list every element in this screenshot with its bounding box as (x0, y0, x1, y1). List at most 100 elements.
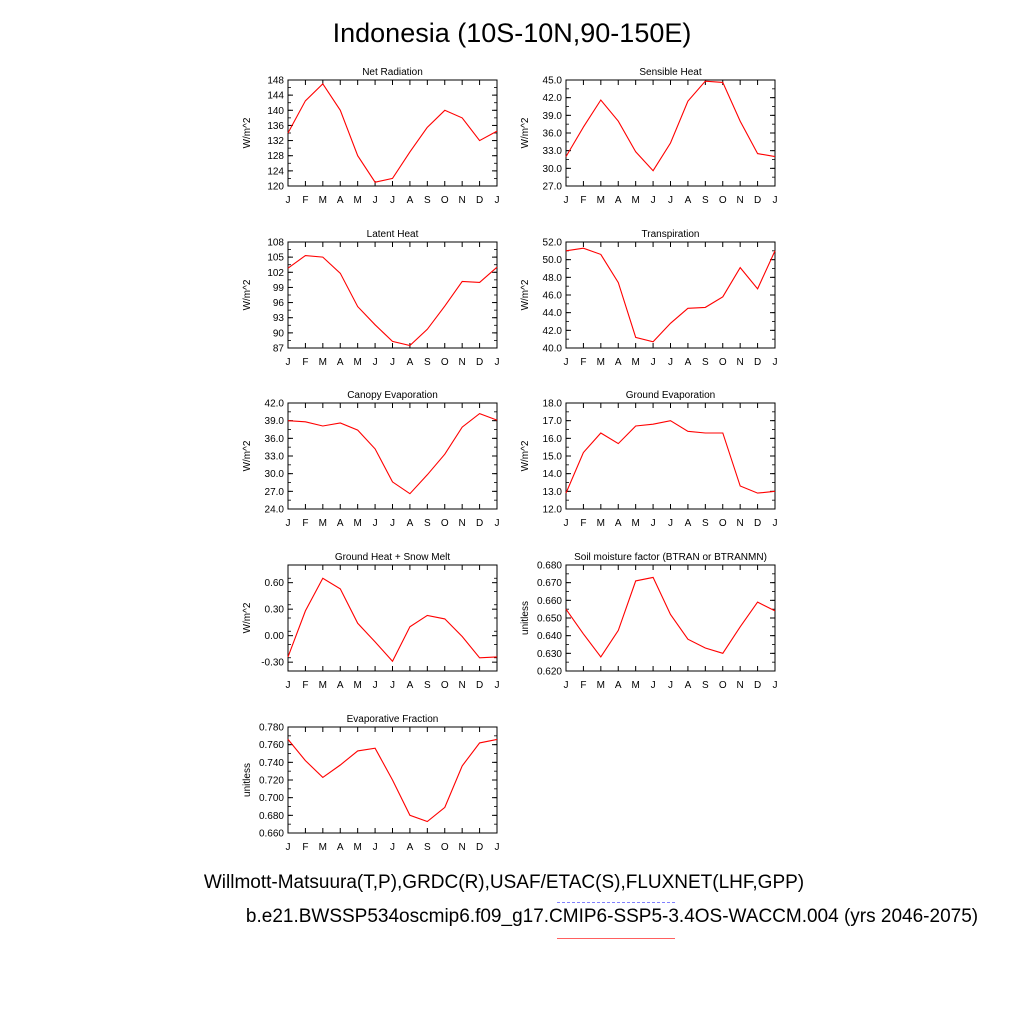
panel-7-title: Ground Heat + Snow Melt (335, 552, 451, 563)
panel-5-ytick-label: 33.0 (265, 452, 285, 463)
panel-8-ytick-label: 0.650 (537, 614, 562, 625)
panel-7-frame (287, 564, 498, 672)
panel-7-ytick-label: -0.30 (261, 658, 284, 669)
panel-2-xtick-label: M (597, 195, 605, 206)
panel-7-ytick-label: 0.30 (265, 605, 285, 616)
panel-5-xtick-label: O (441, 518, 449, 529)
panel-4-ytick-label: 50.0 (543, 255, 563, 266)
panel-3-xtick-label: O (441, 357, 449, 368)
panel-9-xtick-label: N (459, 842, 466, 853)
panel-6-ylabel: W/m^2 (520, 440, 531, 471)
panel-4-title: Transpiration (642, 229, 700, 240)
panel-6-ytick-label: 15.0 (543, 452, 563, 463)
panel-8-xtick-label: F (580, 680, 586, 691)
panel-3-ytick-label: 105 (267, 253, 284, 264)
panel-2-xtick-label: J (773, 195, 778, 206)
panel-9-xtick-label: F (302, 842, 308, 853)
panel-3-ytick-label: 93 (273, 313, 285, 324)
panel-1-ytick-label: 140 (267, 106, 284, 117)
panel-5-xtick-label: A (337, 518, 344, 529)
panel-7-ytick-label: 0.60 (265, 578, 285, 589)
panel-4-xtick-label: A (685, 357, 692, 368)
panel-3-series-line (287, 255, 498, 347)
panel-7-xtick-label: J (373, 680, 378, 691)
panel-4-frame (565, 241, 776, 349)
panel-1-xtick-label: N (459, 195, 466, 206)
panel-5-xtick-label: N (459, 518, 466, 529)
panel-1-xtick-label: S (424, 195, 431, 206)
panel-7-xtick-label: D (476, 680, 483, 691)
panel-2-ytick-label: 42.0 (543, 93, 563, 104)
panel-3-ylabel: W/m^2 (242, 279, 253, 310)
panel-9-xtick-label: S (424, 842, 431, 853)
panel-2-frame (565, 79, 776, 187)
panel-1-xtick-label: F (302, 195, 308, 206)
panel-9-ytick-label: 0.780 (259, 723, 284, 734)
panel-6-xtick-label: A (685, 518, 692, 529)
panel-4-ytick-label: 42.0 (543, 326, 563, 337)
panel-5-xtick-label: J (495, 518, 500, 529)
panel-9-xtick-label: J (495, 842, 500, 853)
panel-6-ytick-label: 18.0 (543, 399, 563, 410)
panel-2-xtick-label: F (580, 195, 586, 206)
panel-7-ylabel: W/m^2 (242, 602, 253, 633)
panel-3-xtick-label: S (424, 357, 431, 368)
panel-8-xtick-label: M (631, 680, 639, 691)
panel-5-xtick-label: J (373, 518, 378, 529)
panel-1-ytick-label: 144 (267, 91, 284, 102)
panel-9-xtick-label: J (286, 842, 291, 853)
panel-1-ytick-label: 128 (267, 151, 284, 162)
panel-2-xtick-label: O (719, 195, 727, 206)
panel-1-xtick-label: J (495, 195, 500, 206)
panel-4-xtick-label: M (631, 357, 639, 368)
panel-7-xtick-label: J (495, 680, 500, 691)
panel-9-ytick-label: 0.660 (259, 829, 284, 840)
panel-1-xtick-label: D (476, 195, 483, 206)
panel-9-ytick-label: 0.700 (259, 793, 284, 804)
panel-8-xtick-label: N (737, 680, 744, 691)
panel-5-ytick-label: 36.0 (265, 434, 285, 445)
panel-6-xtick-label: S (702, 518, 709, 529)
panel-5-ytick-label: 42.0 (265, 399, 285, 410)
panel-2-ytick-label: 45.0 (543, 76, 563, 87)
panel-7-ytick-label: 0.00 (265, 631, 285, 642)
panel-1-series-line (287, 82, 498, 183)
panel-4-ylabel: W/m^2 (520, 279, 531, 310)
panel-2-title: Sensible Heat (639, 67, 701, 78)
panel-9-ytick-label: 0.720 (259, 776, 284, 787)
panel-5-xtick-label: F (302, 518, 308, 529)
panel-7-xtick-label: J (286, 680, 291, 691)
panel-5-ytick-label: 39.0 (265, 416, 285, 427)
panel-3-ytick-label: 96 (273, 298, 285, 309)
panel-1-xtick-label: J (286, 195, 291, 206)
panel-5-ytick-label: 24.0 (265, 505, 285, 516)
panel-9-xtick-label: J (373, 842, 378, 853)
panel-8-frame (565, 564, 776, 672)
panel-4-xtick-label: M (597, 357, 605, 368)
panel-6-xtick-label: J (773, 518, 778, 529)
panel-5-title: Canopy Evaporation (347, 390, 438, 401)
panel-1-xtick-label: M (353, 195, 361, 206)
panel-3-xtick-label: D (476, 357, 483, 368)
panel-8-ytick-label: 0.680 (537, 561, 562, 572)
panel-3-ytick-label: 99 (273, 283, 285, 294)
panel-8-xtick-label: J (651, 680, 656, 691)
panel-2-xtick-label: J (564, 195, 569, 206)
panel-6-xtick-label: J (564, 518, 569, 529)
panel-4-xtick-label: A (615, 357, 622, 368)
panel-7-xtick-label: M (319, 680, 327, 691)
panel-7-xtick-label: N (459, 680, 466, 691)
panel-9-xtick-label: A (337, 842, 344, 853)
panel-8-xtick-label: O (719, 680, 727, 691)
panel-3-ytick-label: 90 (273, 328, 285, 339)
panel-2-ytick-label: 39.0 (543, 111, 563, 122)
panel-4-xtick-label: J (668, 357, 673, 368)
panel-4-xtick-label: N (737, 357, 744, 368)
panel-7-xtick-label: J (390, 680, 395, 691)
panel-6-xtick-label: J (651, 518, 656, 529)
panel-6-ytick-label: 14.0 (543, 469, 563, 480)
panel-8-xtick-label: A (685, 680, 692, 691)
panel-1-ylabel: W/m^2 (242, 117, 253, 148)
panel-8-xtick-label: J (773, 680, 778, 691)
panel-9-xtick-label: M (353, 842, 361, 853)
